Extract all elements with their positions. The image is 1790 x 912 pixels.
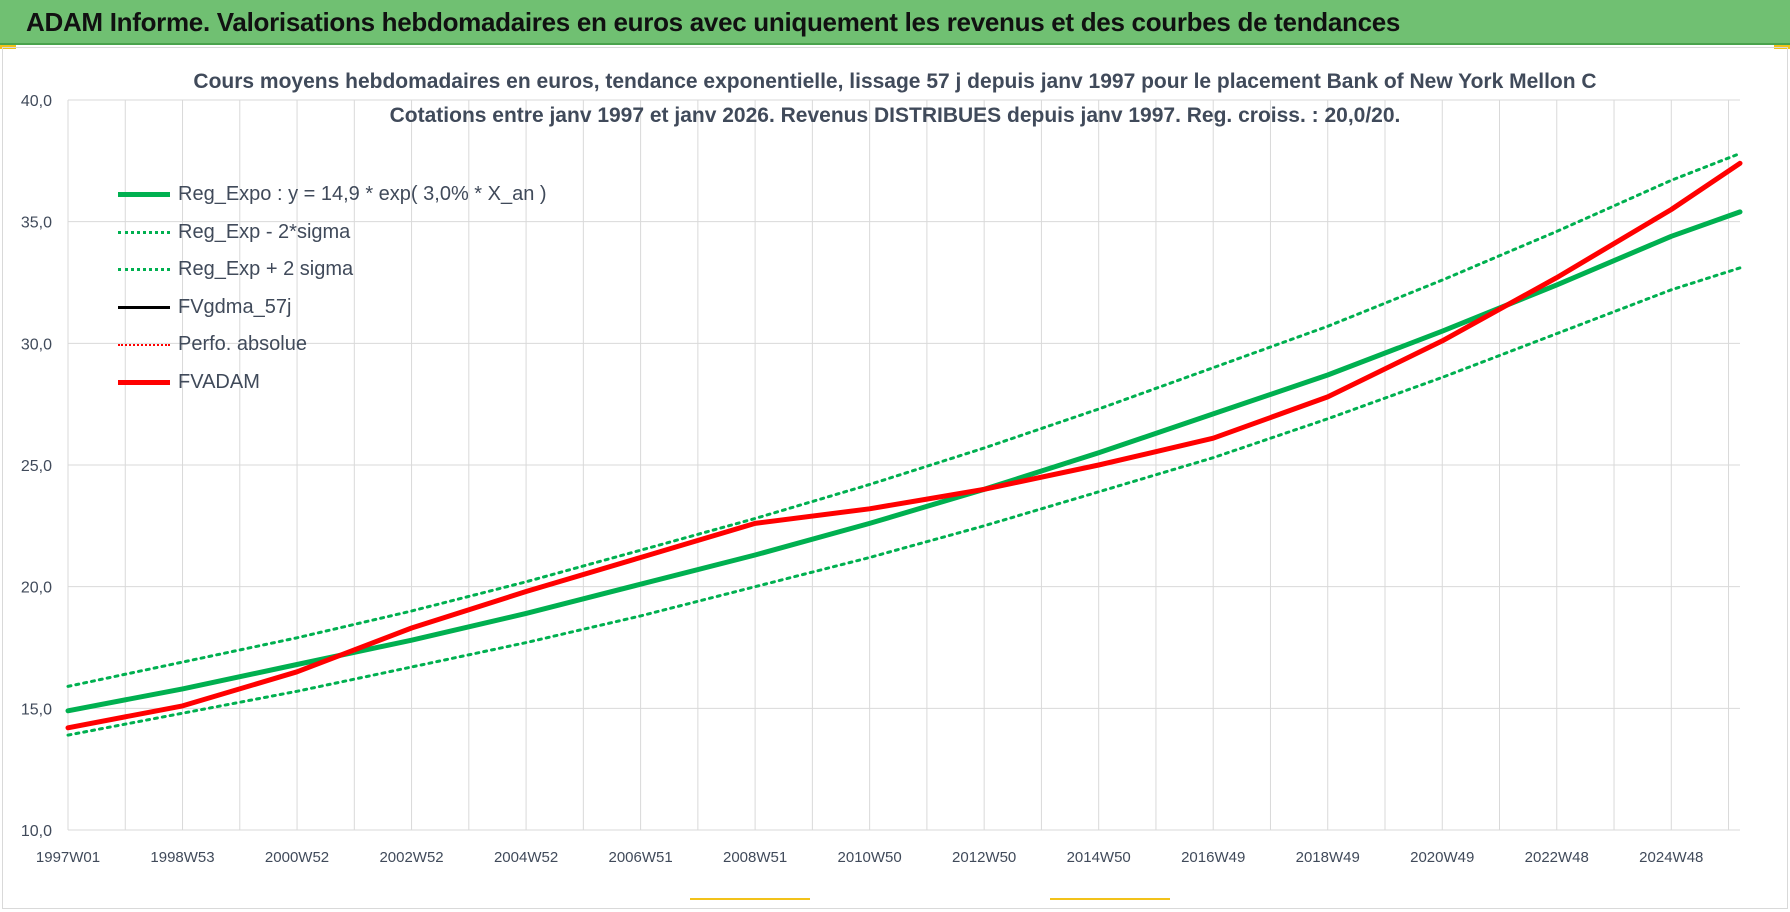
legend-label: Reg_Exp - 2*sigma: [178, 220, 351, 243]
legend-item: FVADAM: [118, 364, 547, 402]
series-line: [66, 266, 1742, 737]
legend-item: Reg_Expo : y = 14,9 * exp( 3,0% * X_an ): [118, 176, 547, 214]
x-tick-label: 2024W48: [1639, 849, 1703, 866]
x-tick-label: 2010W50: [838, 849, 902, 866]
legend-label: Perfo. absolue: [178, 333, 307, 356]
legend-label: FVgdma_57j: [178, 295, 292, 318]
x-tick-label: 2014W50: [1067, 849, 1131, 866]
y-tick-label: 40,0: [21, 93, 52, 110]
bottom-accent-1: [690, 898, 810, 900]
y-tick-label: 35,0: [21, 215, 52, 232]
x-tick-label: 1998W53: [150, 849, 214, 866]
x-tick-label: 2004W52: [494, 849, 558, 866]
chart-subtitle: Cotations entre janv 1997 et janv 2026. …: [389, 104, 1401, 127]
x-tick-label: 2020W49: [1410, 849, 1474, 866]
legend-item: Reg_Exp + 2 sigma: [118, 251, 547, 289]
x-tick-label: 2006W51: [608, 849, 672, 866]
x-tick-label: 2016W49: [1181, 849, 1245, 866]
legend-swatch: [118, 343, 170, 346]
series-line: [65, 160, 1743, 731]
y-tick-label: 10,0: [21, 823, 52, 840]
legend-item: Reg_Exp - 2*sigma: [118, 214, 547, 252]
x-tick-label: 2000W52: [265, 849, 329, 866]
report-banner: ADAM Informe. Valorisations hebdomadaire…: [0, 0, 1790, 45]
report-title: ADAM Informe. Valorisations hebdomadaire…: [26, 7, 1401, 37]
y-tick-label: 25,0: [21, 458, 52, 475]
series-line: [66, 152, 1742, 688]
legend-label: Reg_Exp + 2 sigma: [178, 258, 354, 281]
legend-label: Reg_Expo : y = 14,9 * exp( 3,0% * X_an ): [178, 183, 547, 206]
x-tick-label: 2008W51: [723, 849, 787, 866]
bottom-accent-2: [1050, 898, 1170, 900]
legend-item: FVgdma_57j: [118, 289, 547, 327]
legend-swatch: [118, 230, 170, 234]
chart-title: Cours moyens hebdomadaires en euros, ten…: [193, 70, 1597, 93]
legend-label: FVADAM: [178, 370, 260, 393]
x-tick-label: 2012W50: [952, 849, 1016, 866]
legend-item: Perfo. absolue: [118, 326, 547, 364]
chart-area: [2, 47, 1788, 909]
y-tick-label: 30,0: [21, 336, 52, 353]
x-tick-label: 2002W52: [379, 849, 443, 866]
y-tick-label: 15,0: [21, 701, 52, 718]
legend-swatch: [118, 305, 170, 309]
chart-legend: Reg_Expo : y = 14,9 * exp( 3,0% * X_an )…: [118, 176, 547, 401]
legend-swatch: [118, 192, 170, 198]
legend-swatch: [118, 379, 170, 385]
x-tick-label: 1997W01: [36, 849, 100, 866]
x-tick-label: 2022W48: [1525, 849, 1589, 866]
legend-swatch: [118, 268, 170, 272]
y-tick-label: 20,0: [21, 580, 52, 597]
x-tick-label: 2018W49: [1296, 849, 1360, 866]
